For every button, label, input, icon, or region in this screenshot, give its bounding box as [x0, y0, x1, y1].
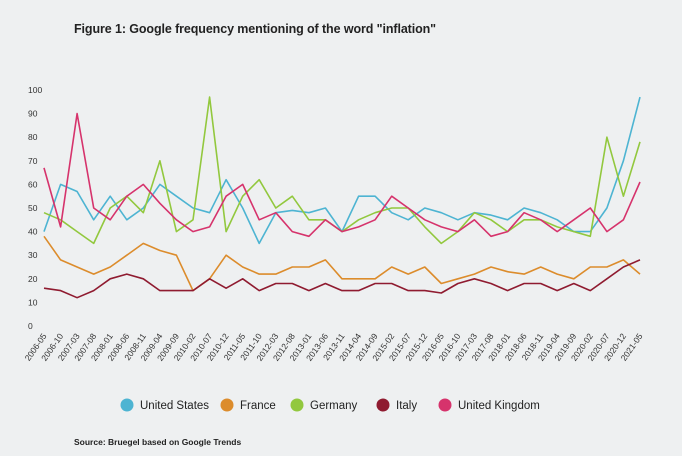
legend: United States France Germany Italy United Ki… — [120, 398, 540, 412]
y-tick-label: 50 — [28, 203, 38, 213]
source-note: Source: Bruegel based on Google Trends — [74, 437, 242, 447]
y-tick-label: 100 — [28, 85, 42, 95]
legend-marker-italy — [376, 398, 390, 412]
series-line-france — [43, 235, 641, 292]
y-axis: 0 10 20 30 40 50 60 70 80 90 100 — [28, 85, 42, 331]
legend-marker-united-kingdom — [438, 398, 452, 412]
y-tick-label: 20 — [28, 274, 38, 284]
y-tick-label: 90 — [28, 109, 38, 119]
y-tick-label: 0 — [28, 321, 33, 331]
y-tick-label: 30 — [28, 250, 38, 260]
legend-marker-united-states — [120, 398, 134, 412]
chart-title: Figure 1: Google frequency mentioning of… — [74, 22, 437, 36]
legend-label-italy: Italy — [396, 400, 417, 412]
series-line-germany — [43, 96, 641, 245]
legend-marker-germany — [290, 398, 304, 412]
legend-label-france: France — [240, 400, 276, 412]
series-lines — [43, 96, 641, 299]
legend-label-united-kingdom: United Kingdom — [458, 400, 540, 412]
legend-label-united-states: United States — [140, 400, 209, 412]
series-line-italy — [43, 259, 641, 299]
y-tick-label: 40 — [28, 227, 38, 237]
y-tick-label: 10 — [28, 297, 38, 307]
y-tick-label: 80 — [28, 132, 38, 142]
y-tick-label: 70 — [28, 156, 38, 166]
legend-marker-france — [220, 398, 234, 412]
x-axis: 2006-052006-102007-032007-082008-012008-… — [23, 331, 645, 363]
legend-label-germany: Germany — [310, 400, 358, 412]
series-line-united-kingdom — [43, 112, 641, 238]
series-line-united-states — [43, 96, 641, 245]
y-tick-label: 60 — [28, 179, 38, 189]
